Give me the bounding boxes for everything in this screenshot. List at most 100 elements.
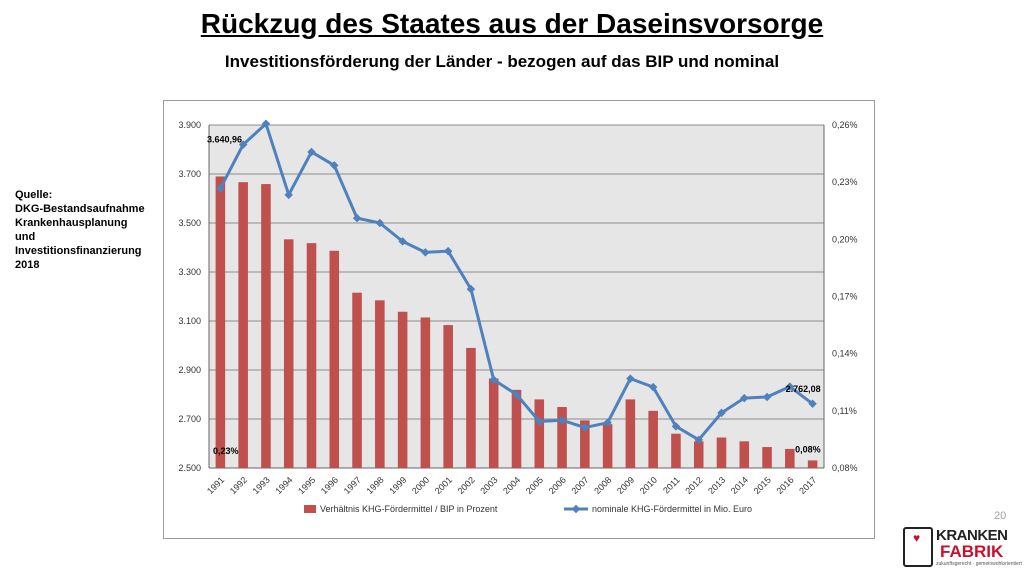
chart-frame: 2.500 2.700 2.900 3.100 3.300 3.500 3.700 3.900…	[163, 100, 875, 539]
legend-swatch-marker	[571, 504, 581, 514]
y-left-tick-label: 3.300	[178, 267, 201, 277]
bar	[397, 311, 408, 468]
logo-word-fabrik: FABRIK	[940, 542, 1004, 561]
source-line: DKG-Bestandsaufnahme	[15, 203, 145, 215]
krankenfabrik-logo: ♥ KRANKEN FABRIK zukunftsgerecht · gemei…	[903, 527, 1022, 569]
y-left-tick-label: 3.700	[178, 169, 201, 179]
legend-swatch-bar	[304, 505, 316, 513]
line-point	[694, 435, 703, 445]
line-point	[512, 390, 521, 399]
bar	[807, 460, 818, 468]
y-right-tick-label: 0,20%	[832, 234, 858, 244]
y-left-tick-label: 3.100	[178, 316, 201, 326]
page-number: 20	[994, 510, 1007, 522]
bar	[511, 389, 522, 468]
bar	[261, 184, 271, 469]
y-left-tick-label: 2.700	[178, 414, 201, 424]
x-tick-label: 2008	[592, 475, 613, 496]
line-point	[535, 417, 544, 426]
x-tick-label: 1994	[273, 475, 294, 496]
data-label: 0,08%	[795, 444, 821, 454]
page-title: Rückzug des Staates aus der Daseinsvorso…	[200, 8, 824, 39]
y-left-tick-label: 2.900	[178, 365, 201, 375]
bar	[466, 347, 476, 468]
heart-icon: ♥	[913, 531, 921, 545]
x-tick-label: 1992	[228, 475, 249, 496]
bar	[352, 292, 362, 468]
bar	[443, 325, 453, 468]
line-point	[671, 422, 681, 431]
x-tick-label: 2001	[433, 475, 454, 496]
line-point	[489, 375, 498, 385]
page-subtitle: Investitionsförderung der Länder - bezog…	[224, 52, 780, 71]
line-point	[421, 248, 430, 257]
y-right-tick-label: 0,26%	[832, 120, 858, 130]
line-point	[717, 408, 726, 418]
x-tick-label: 2009	[615, 475, 636, 496]
bar	[329, 250, 340, 468]
x-tick-label: 1998	[364, 475, 385, 496]
source-line: 2018	[15, 259, 40, 271]
legend-label: Verhältnis KHG-Fördermittel / BIP in Pro…	[320, 504, 498, 514]
x-tick-label: 2000	[410, 475, 431, 496]
x-tick-label: 2016	[774, 475, 795, 496]
bar	[739, 441, 750, 468]
source-line: und	[15, 231, 36, 243]
line-point	[648, 382, 658, 392]
bar	[785, 448, 795, 468]
bar	[625, 399, 636, 468]
x-tick-label: 1995	[296, 475, 317, 496]
line-point	[443, 246, 453, 256]
line-point	[557, 415, 567, 425]
logo-tagline: zukunftsgerecht · gemeinwohlorientiert	[936, 561, 1022, 567]
legend-label: nominale KHG-Fördermittel in Mio. Euro	[592, 504, 752, 514]
x-tick-label: 2015	[752, 475, 773, 496]
x-tick-label: 1993	[251, 475, 272, 496]
bar	[420, 317, 431, 468]
x-tick-label: 2003	[478, 475, 499, 496]
bar	[283, 239, 294, 468]
y-right-tick-label: 0,14%	[832, 349, 858, 359]
data-label: 3.640,96	[207, 134, 242, 144]
source-line: Quelle:	[15, 189, 53, 201]
line-point	[580, 423, 590, 432]
line-point	[238, 140, 248, 149]
line-point	[603, 418, 612, 427]
x-tick-label: 2005	[524, 475, 545, 496]
x-tick-label: 2017	[797, 475, 818, 496]
line-point	[352, 213, 362, 223]
x-tick-label: 2010	[638, 475, 659, 496]
y-right-tick-label: 0,23%	[832, 177, 858, 187]
line-point	[740, 393, 749, 403]
source-note: Quelle: DKG-Bestandsaufnahme Krankenhaus…	[15, 188, 155, 272]
x-tick-label: 2002	[456, 475, 477, 496]
x-tick-label: 1999	[387, 475, 408, 496]
x-tick-label: 2007	[569, 475, 590, 496]
combo-chart: 2.500 2.700 2.900 3.100 3.300 3.500 3.700 3.900…	[178, 119, 858, 514]
y-right-tick-label: 0,08%	[832, 463, 858, 473]
bar	[557, 407, 567, 468]
x-tick-label: 1997	[342, 475, 363, 496]
bar	[215, 176, 226, 468]
y-right-tick-label: 0,17%	[832, 292, 858, 302]
bar	[488, 378, 499, 468]
x-tick-label: 2011	[661, 475, 682, 496]
y-left-tick-label: 3.500	[178, 218, 201, 228]
y-left-tick-label: 3.900	[178, 120, 201, 130]
y-right-tick-label: 0,11%	[832, 406, 857, 416]
bar	[648, 410, 658, 468]
bar	[238, 182, 248, 468]
line-point	[307, 147, 316, 157]
x-tick-label: 2014	[729, 475, 750, 496]
logo-mark: ♥	[903, 527, 933, 567]
bar	[716, 437, 727, 468]
x-tick-label: 2006	[547, 475, 568, 496]
line-point	[808, 399, 817, 409]
y-left-tick-label: 2.500	[178, 463, 201, 473]
data-label: 2.762,08	[786, 384, 821, 394]
line-point	[375, 218, 385, 228]
line-point	[785, 382, 795, 391]
line-point	[398, 237, 407, 246]
source-line: Investitionsfinanzierung	[15, 245, 142, 257]
bar	[602, 424, 613, 468]
